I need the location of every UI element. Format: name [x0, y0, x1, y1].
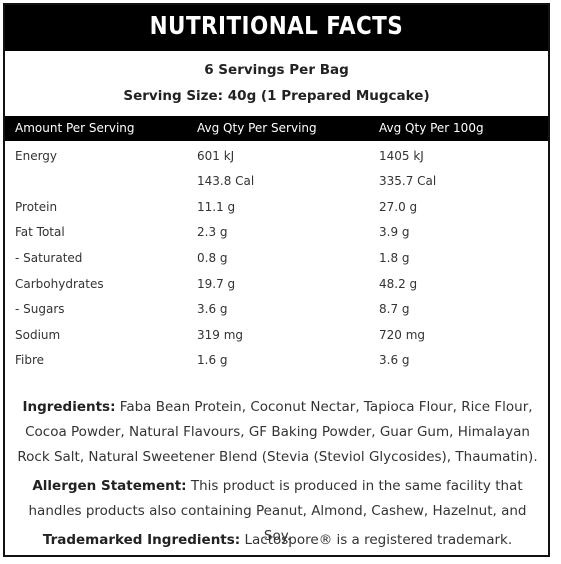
ingredients-statement: Ingredients: Faba Bean Protein, Coconut …: [13, 395, 542, 470]
nutrient-name: - Sugars: [15, 302, 65, 316]
per-100g-value: 720 mg: [379, 328, 426, 342]
per-serving-value: 601 kJ: [197, 149, 235, 163]
table-row: Sodium 319 mg 720 mg: [5, 328, 548, 350]
per-serving-value: 1.6 g: [197, 353, 228, 367]
trademark-label: Trademarked Ingredients:: [42, 532, 241, 548]
allergen-text: This product is produced in the same fac…: [28, 478, 527, 544]
trademark-text: Lactospore® is a registered trademark.: [244, 532, 513, 548]
table-row: Fibre 1.6 g 3.6 g: [5, 353, 548, 375]
nutrient-name: Fat Total: [15, 225, 65, 239]
header-avg-qty-per-serving: Avg Qty Per Serving: [197, 121, 317, 135]
table-row: - Sugars 3.6 g 8.7 g: [5, 302, 548, 324]
table-row: Protein 11.1 g 27.0 g: [5, 200, 548, 222]
ingredients-text: Faba Bean Protein, Coconut Nectar, Tapio…: [17, 399, 538, 465]
allergen-label: Allergen Statement:: [32, 478, 187, 494]
serving-size: Serving Size: 40g (1 Prepared Mugcake): [123, 88, 430, 104]
per-100g-value: 8.7 g: [379, 302, 410, 316]
panel-title: NUTRITIONAL FACTS: [149, 11, 404, 40]
nutrient-name: Fibre: [15, 353, 45, 367]
ingredients-label: Ingredients:: [22, 399, 116, 415]
title-bar: NUTRITIONAL FACTS: [5, 5, 548, 51]
table-row: Fat Total 2.3 g 3.9 g: [5, 225, 548, 247]
per-serving-value: 3.6 g: [197, 302, 228, 316]
per-serving-value: 2.3 g: [197, 225, 228, 239]
per-100g-value: 335.7 Cal: [379, 174, 437, 188]
nutrient-name: Carbohydrates: [15, 277, 104, 291]
per-100g-value: 27.0 g: [379, 200, 418, 214]
table-row: - Saturated 0.8 g 1.8 g: [5, 251, 548, 273]
nutrient-name: Sodium: [15, 328, 61, 342]
servings-per-bag: 6 Servings Per Bag: [204, 62, 349, 78]
nutrient-name: Energy: [15, 149, 58, 163]
per-100g-value: 48.2 g: [379, 277, 418, 291]
table-row: Energy 601 kJ 1405 kJ: [5, 149, 548, 171]
header-avg-qty-per-100g: Avg Qty Per 100g: [379, 121, 484, 135]
nutrient-name: - Saturated: [15, 251, 83, 265]
per-serving-value: 19.7 g: [197, 277, 236, 291]
table-row: 143.8 Cal 335.7 Cal: [5, 174, 548, 196]
per-100g-value: 1405 kJ: [379, 149, 424, 163]
nutrient-name: Protein: [15, 200, 58, 214]
table-row: Carbohydrates 19.7 g 48.2 g: [5, 277, 548, 299]
per-serving-value: 0.8 g: [197, 251, 228, 265]
header-amount-per-serving: Amount Per Serving: [15, 121, 135, 135]
per-serving-value: 143.8 Cal: [197, 174, 255, 188]
trademark-statement: Trademarked Ingredients: Lactospore® is …: [13, 528, 542, 553]
allergen-statement: Allergen Statement: This product is prod…: [13, 474, 542, 549]
per-100g-value: 3.9 g: [379, 225, 410, 239]
table-header: Amount Per Serving Avg Qty Per Serving A…: [5, 116, 548, 141]
per-serving-value: 11.1 g: [197, 200, 236, 214]
nutrition-panel: NUTRITIONAL FACTS 6 Servings Per Bag Ser…: [3, 3, 550, 557]
per-100g-value: 1.8 g: [379, 251, 410, 265]
per-serving-value: 319 mg: [197, 328, 244, 342]
per-100g-value: 3.6 g: [379, 353, 410, 367]
